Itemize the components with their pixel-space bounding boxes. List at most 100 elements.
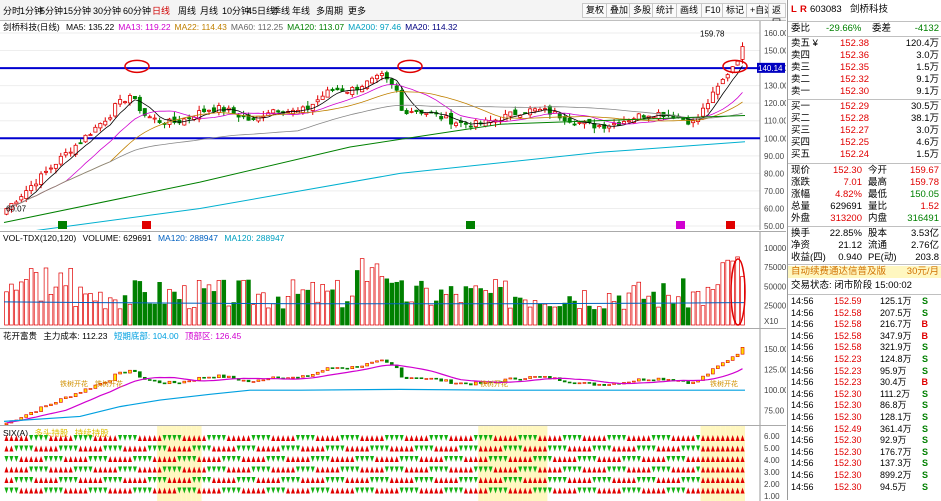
ind-candle [231, 375, 236, 379]
six-arrow [651, 456, 656, 462]
six-arrow [113, 435, 118, 441]
period-tab-2[interactable]: 5分钟 [40, 6, 64, 16]
toolbar-button-3[interactable]: 统计 [652, 3, 679, 18]
ind-candle [212, 376, 216, 379]
vol-ma120a: MA120: 288947 [157, 233, 218, 243]
six-arrow [251, 466, 256, 473]
six-arrow [123, 487, 128, 494]
period-tab-10[interactable]: 45日线 [247, 6, 276, 16]
six-arrow [98, 487, 103, 494]
six-arrow [483, 445, 488, 452]
six-arrow [197, 487, 202, 494]
toolbar-button-6[interactable]: 标记 [722, 3, 749, 18]
six-arrow [78, 487, 83, 494]
six-arrow [310, 466, 315, 473]
ind-candle [59, 398, 63, 403]
tick-side: S [921, 296, 928, 306]
candle-body [686, 118, 691, 125]
tick-row-13: 14:56 152.30 176.7万 S [788, 447, 941, 459]
six-arrow [454, 445, 459, 452]
six-arrow [335, 487, 340, 494]
six-arrow [547, 456, 552, 462]
volume-bar [735, 256, 740, 326]
period-tab-4[interactable]: 30分钟 [93, 6, 122, 16]
six-arrow [572, 435, 577, 441]
ind-candle [261, 379, 266, 382]
six-arrow [241, 487, 246, 494]
volume-bar [68, 267, 73, 326]
promo-text[interactable]: 自动续费通达信普及版 [791, 266, 887, 277]
period-tab-0[interactable]: 分时 [3, 6, 22, 16]
indicator-legend: 花开富贵 主力成本: 112.23 短期底部: 104.00 顶部区: 126.… [3, 330, 245, 342]
period-tab-6[interactable]: 日线 [152, 6, 171, 16]
period-tab-13[interactable]: 多周期 [316, 6, 344, 16]
period-tab-9[interactable]: 10分钟 [222, 6, 251, 16]
volume-chart[interactable]: 100000750005000025000X10 [0, 232, 786, 328]
period-tab-14[interactable]: 更多 [348, 6, 367, 16]
volume-panel[interactable]: VOL-TDX(120,120) VOLUME: 629691 MA120: 2… [0, 231, 786, 328]
period-tab-1[interactable]: 1分钟 [20, 6, 44, 16]
six-arrow [661, 435, 666, 441]
six-arrow [537, 466, 542, 473]
candle-body [414, 109, 419, 112]
period-tab-8[interactable]: 月线 [200, 6, 219, 16]
six-arrow [98, 445, 103, 452]
ind-candle [429, 377, 434, 380]
volume-bar [330, 289, 335, 326]
period-tab-12[interactable]: 年线 [292, 6, 311, 16]
six-arrow [370, 466, 375, 473]
toolbar-button-4[interactable]: 画线 [676, 3, 703, 18]
volume-bar [58, 272, 64, 326]
six-arrow [202, 477, 207, 483]
promo-price[interactable]: 30元/月 [906, 266, 939, 277]
six-arrow [705, 477, 710, 483]
candlestick-chart[interactable]: 160.00150.00140.00130.00120.00110.00100.… [0, 21, 786, 230]
six-arrow [241, 435, 246, 441]
candle-body [132, 95, 137, 99]
volume-bar [147, 303, 152, 326]
period-tab-5[interactable]: 60分钟 [123, 6, 152, 16]
toolbar-button-8[interactable]: 返回 [768, 3, 786, 28]
ind-candle [335, 367, 340, 369]
stat-0-v2: 159.67 [909, 165, 939, 176]
six-arrow [473, 456, 478, 462]
six-chart[interactable]: 6.005.004.003.002.001.00 [0, 426, 786, 501]
period-tab-7[interactable]: 周线 [178, 6, 197, 16]
ind-candle [740, 347, 745, 355]
six-arrow [626, 445, 631, 452]
six-arrow [231, 466, 236, 473]
six-arrow [488, 445, 493, 452]
ind-candle [632, 380, 636, 383]
six-arrow [14, 456, 19, 462]
toolbar-button-5[interactable]: F10 [701, 3, 725, 18]
buy-3: 买四 152.25 4.6万 [788, 137, 941, 149]
six-arrow [523, 435, 528, 441]
six-arrow [93, 466, 98, 473]
period-tab-11[interactable]: 季线 [272, 6, 291, 16]
toolbar-button-2[interactable]: 多股 [629, 3, 656, 18]
tick-volume: 30.4万 [880, 377, 907, 388]
six-arrow [147, 466, 152, 473]
six-arrow [715, 477, 720, 483]
six-panel[interactable]: SIX(A) 多头持股 持续持股 6.00 5.00 4.00 3.00 2.00 1.0… [0, 425, 786, 501]
stat-1-v2: 159.78 [909, 177, 939, 188]
toolbar-button-0[interactable]: 复权 [582, 3, 609, 18]
buy-4-value2: 1.5万 [916, 149, 939, 160]
volume-bar [671, 303, 676, 326]
candle-body [290, 109, 295, 115]
indicator-panel[interactable]: 花开富贵 主力成本: 112.23 短期底部: 104.00 顶部区: 126.… [0, 328, 786, 425]
volume-bar [201, 288, 207, 326]
six-arrow [34, 466, 39, 473]
six-arrow [473, 466, 478, 473]
six-arrow [621, 466, 626, 473]
period-tab-3[interactable]: 15分钟 [63, 6, 92, 16]
six-arrow [310, 456, 315, 462]
six-arrow [384, 477, 389, 483]
six-arrow [211, 487, 216, 494]
promo-row[interactable]: 自动续费通达信普及版 30元/月 [788, 266, 941, 278]
six-arrow [676, 487, 681, 494]
main-chart-panel[interactable]: 剑桥科技(日线) MA5: 135.22 MA13: 119.22 MA22: 11… [0, 21, 786, 230]
six-arrow [39, 487, 44, 494]
six-arrow [305, 456, 310, 462]
